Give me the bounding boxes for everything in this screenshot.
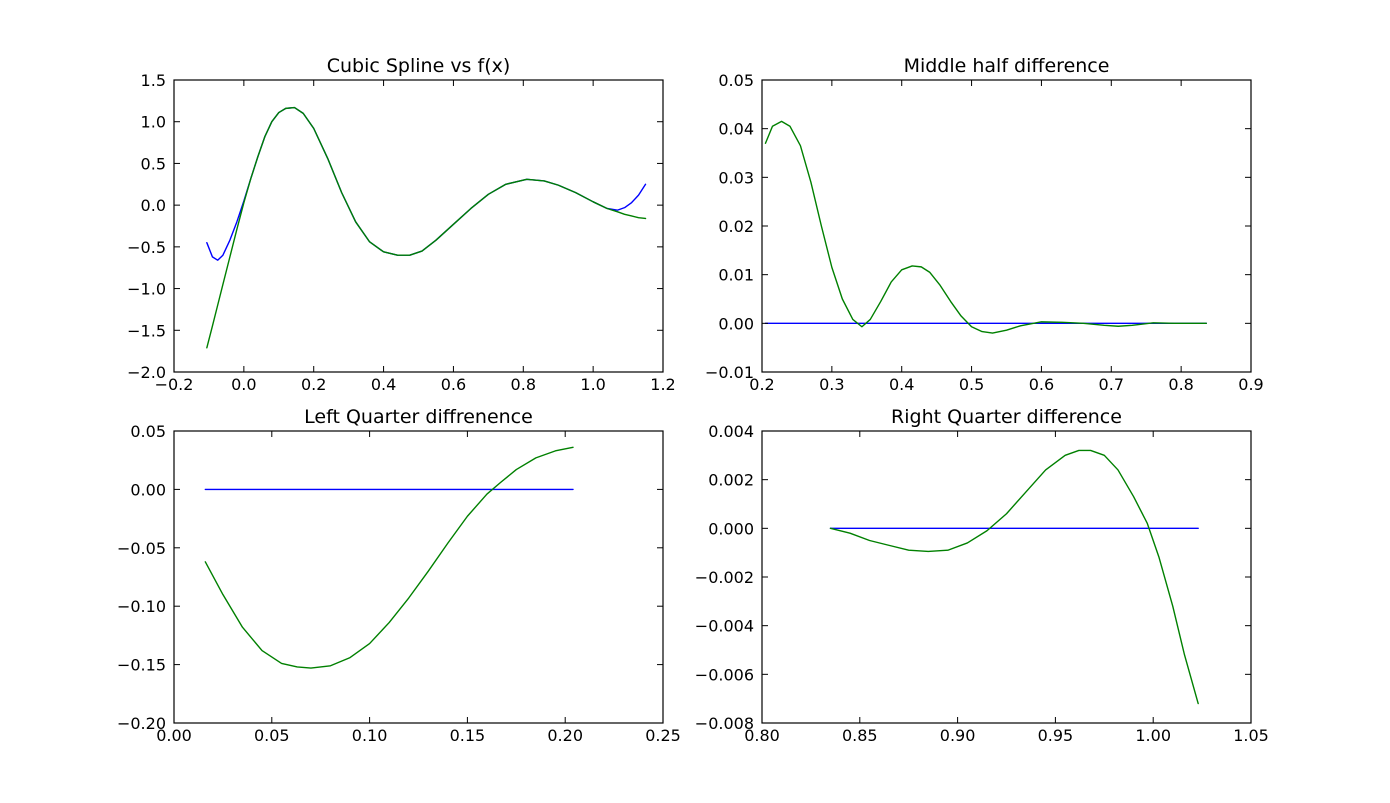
y-tick-label: −1.0 — [127, 280, 166, 299]
chart-panel-middle-half: Middle half difference 0.2 0.3 0.4 0.5 0.6 0.… — [705, 55, 1264, 394]
y-tick-label: −0.004 — [695, 617, 754, 636]
x-tick-label: 0.00 — [156, 726, 192, 745]
x-tick-label: 0.2 — [749, 375, 774, 394]
x-tick-label: 1.2 — [650, 375, 675, 394]
y-tick-label: 0.000 — [708, 519, 754, 538]
x-tick-label: −0.2 — [155, 375, 194, 394]
x-tick-label: 0.6 — [441, 375, 466, 394]
y-tick-label: 0.00 — [130, 480, 166, 499]
y-tick-label: 0.05 — [130, 422, 166, 441]
x-tick-label: 0.4 — [889, 375, 914, 394]
y-tick-label: −1.5 — [127, 321, 166, 340]
x-tick-label: 0.6 — [1029, 375, 1054, 394]
y-tick-label: 0.004 — [708, 422, 754, 441]
x-tick-label: 0.8 — [511, 375, 536, 394]
y-tick-label: −0.05 — [117, 539, 166, 558]
x-tick-label: 1.05 — [1233, 726, 1269, 745]
x-tick-label: 1.0 — [580, 375, 605, 394]
x-tick-label: 0.95 — [1038, 726, 1074, 745]
x-tick-label: 0.90 — [940, 726, 976, 745]
chart-title: Left Quarter diffrenence — [304, 406, 533, 428]
plot-area-frame — [761, 79, 1252, 373]
plot-area-frame — [173, 430, 664, 724]
y-tick-label: 0.02 — [718, 217, 754, 236]
x-tick-label: 0.80 — [744, 726, 780, 745]
chart-panel-left-quarter: Left Quarter diffrenence 0.00 0.05 0.10 0.1… — [117, 406, 681, 745]
series-line-green — [206, 106, 647, 349]
chart-title: Middle half difference — [904, 55, 1110, 77]
x-tick-label: 0.9 — [1238, 375, 1263, 394]
x-tick-label: 0.3 — [819, 375, 844, 394]
y-tick-label: −0.008 — [695, 714, 754, 733]
x-tick-label: 0.10 — [352, 726, 388, 745]
y-tick-label: −0.002 — [695, 568, 754, 587]
y-tick-label: −0.01 — [705, 363, 754, 382]
y-tick-label: 0.05 — [718, 71, 754, 90]
y-tick-label: 1.5 — [141, 71, 166, 90]
x-tick-label: 1.00 — [1135, 726, 1171, 745]
chart-panel-cubic-spline: Cubic Spline vs f(x) −0.2 0.0 0.2 0.4 0.6 0.8… — [127, 55, 676, 394]
x-tick-label: 0.5 — [959, 375, 984, 394]
chart-title: Right Quarter difference — [891, 406, 1122, 428]
x-tick-label: 0.0 — [231, 375, 256, 394]
y-tick-label: 0.0 — [141, 196, 166, 215]
y-tick-label: −0.006 — [695, 665, 754, 684]
y-tick-label: −2.0 — [127, 363, 166, 382]
chart-panel-right-quarter: Right Quarter difference 0.80 0.85 0.90 0.9… — [695, 406, 1269, 745]
x-tick-label: 0.15 — [450, 726, 486, 745]
x-tick-label: 0.4 — [371, 375, 396, 394]
y-tick-label: 0.002 — [708, 471, 754, 490]
x-tick-label: 0.2 — [301, 375, 326, 394]
series-line-green — [829, 449, 1199, 705]
x-tick-label: 0.85 — [842, 726, 878, 745]
chart-title: Cubic Spline vs f(x) — [327, 55, 511, 77]
y-tick-label: −0.20 — [117, 714, 166, 733]
y-tick-label: 0.00 — [718, 314, 754, 333]
plot-area-frame — [761, 430, 1252, 724]
x-tick-label: 0.25 — [645, 726, 681, 745]
y-tick-label: −0.10 — [117, 597, 166, 616]
y-tick-label: 0.04 — [718, 120, 754, 139]
y-tick-label: −0.15 — [117, 656, 166, 675]
y-tick-label: 0.5 — [141, 154, 166, 173]
y-tick-label: −0.5 — [127, 238, 166, 257]
plot-area-frame — [173, 79, 664, 373]
x-tick-label: 0.20 — [547, 726, 583, 745]
y-tick-label: 1.0 — [141, 113, 166, 132]
x-tick-label: 0.05 — [254, 726, 290, 745]
series-line-green — [204, 446, 574, 669]
series-line-green — [764, 120, 1207, 334]
x-tick-label: 0.7 — [1099, 375, 1124, 394]
y-tick-label: 0.03 — [718, 168, 754, 187]
y-tick-label: 0.01 — [718, 266, 754, 285]
x-tick-label: 0.8 — [1168, 375, 1193, 394]
